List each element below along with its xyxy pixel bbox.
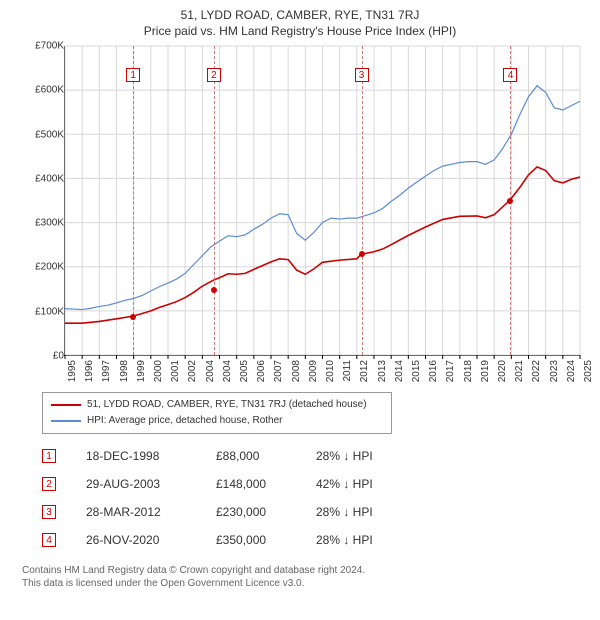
y-tick-label: £100K — [35, 306, 64, 317]
x-tick-label: 2006 — [256, 360, 267, 382]
sale-marker-line — [133, 46, 134, 355]
y-tick-label: £300K — [35, 218, 64, 229]
y-tick-label: £0 — [53, 351, 64, 362]
sale-marker-badge: 1 — [126, 68, 140, 82]
x-axis: 1995 1996 1997 1998 1999 2000 2001 2002 2004 2004… — [64, 358, 580, 388]
sales-row: 4 26-NOV-2020 £350,000 28% ↓ HPI — [42, 526, 590, 554]
x-tick-label: 1996 — [84, 360, 95, 382]
sales-row-date: 26-NOV-2020 — [86, 533, 186, 547]
x-tick-label: 2023 — [549, 360, 560, 382]
sales-row-date: 18-DEC-1998 — [86, 449, 186, 463]
sales-row: 3 28-MAR-2012 £230,000 28% ↓ HPI — [42, 498, 590, 526]
sales-row-delta: 28% ↓ HPI — [316, 533, 416, 547]
sales-row-badge: 4 — [42, 533, 56, 547]
x-tick-label: 2002 — [187, 360, 198, 382]
sales-table: 1 18-DEC-1998 £88,000 28% ↓ HPI 2 29-AUG-2003… — [42, 442, 590, 554]
x-tick-label: 2020 — [497, 360, 508, 382]
footer: Contains HM Land Registry data © Crown c… — [22, 564, 590, 590]
sale-marker-dot — [211, 287, 217, 293]
x-tick-label: 2021 — [514, 360, 525, 382]
chart-area: £0£100K£200K£300K£400K£500K£600K£700K 12… — [20, 46, 580, 386]
x-tick-label: 1999 — [136, 360, 147, 382]
x-tick-label: 2024 — [566, 360, 577, 382]
sales-row-badge: 2 — [42, 477, 56, 491]
y-tick-label: £500K — [35, 129, 64, 140]
sale-marker-dot — [130, 314, 136, 320]
sale-marker-badge: 4 — [503, 68, 517, 82]
legend-swatch — [51, 404, 81, 406]
x-tick-label: 2011 — [342, 360, 353, 382]
x-tick-label: 2018 — [463, 360, 474, 382]
sales-row: 2 29-AUG-2003 £148,000 42% ↓ HPI — [42, 470, 590, 498]
y-tick-label: £400K — [35, 173, 64, 184]
x-tick-label: 2004 — [205, 360, 216, 382]
plot: 1 2 3 4 — [64, 46, 580, 356]
x-tick-label: 2001 — [170, 360, 181, 382]
sales-row-badge: 3 — [42, 505, 56, 519]
x-tick-label: 2019 — [480, 360, 491, 382]
x-tick-label: 2000 — [153, 360, 164, 382]
legend-item: HPI: Average price, detached house, Roth… — [51, 413, 383, 429]
y-tick-label: £200K — [35, 262, 64, 273]
x-tick-label: 2005 — [239, 360, 250, 382]
y-axis: £0£100K£200K£300K£400K£500K£600K£700K — [20, 46, 64, 356]
chart-title: 51, LYDD ROAD, CAMBER, RYE, TN31 7RJ — [10, 8, 590, 22]
x-tick-label: 2010 — [325, 360, 336, 382]
legend-item: 51, LYDD ROAD, CAMBER, RYE, TN31 7RJ (de… — [51, 397, 383, 413]
x-tick-label: 2008 — [291, 360, 302, 382]
y-tick-label: £600K — [35, 85, 64, 96]
sales-row-price: £88,000 — [216, 449, 286, 463]
x-tick-label: 2016 — [428, 360, 439, 382]
sales-row-delta: 28% ↓ HPI — [316, 449, 416, 463]
sale-marker-dot — [359, 251, 365, 257]
footer-line-2: This data is licensed under the Open Gov… — [22, 577, 590, 590]
chart-subtitle: Price paid vs. HM Land Registry's House … — [10, 24, 590, 38]
sale-marker-badge: 3 — [355, 68, 369, 82]
legend-swatch — [51, 420, 81, 422]
sale-marker-line — [214, 46, 215, 355]
x-tick-label: 2007 — [273, 360, 284, 382]
x-tick-label: 1998 — [119, 360, 130, 382]
x-tick-label: 2014 — [394, 360, 405, 382]
y-tick-label: £700K — [35, 41, 64, 52]
sales-row-price: £350,000 — [216, 533, 286, 547]
legend: 51, LYDD ROAD, CAMBER, RYE, TN31 7RJ (de… — [42, 392, 392, 434]
sale-marker-dot — [507, 198, 513, 204]
sales-row-badge: 1 — [42, 449, 56, 463]
x-tick-label: 2009 — [308, 360, 319, 382]
sales-row-price: £148,000 — [216, 477, 286, 491]
sale-marker-line — [362, 46, 363, 355]
x-tick-label: 2022 — [531, 360, 542, 382]
sales-row-delta: 28% ↓ HPI — [316, 505, 416, 519]
sales-row-price: £230,000 — [216, 505, 286, 519]
sales-row-date: 28-MAR-2012 — [86, 505, 186, 519]
x-tick-label: 2004 — [222, 360, 233, 382]
sale-marker-badge: 2 — [207, 68, 221, 82]
x-tick-label: 2012 — [359, 360, 370, 382]
sales-row-date: 29-AUG-2003 — [86, 477, 186, 491]
x-tick-label: 2017 — [445, 360, 456, 382]
x-tick-label: 2015 — [411, 360, 422, 382]
x-tick-label: 2013 — [377, 360, 388, 382]
footer-line-1: Contains HM Land Registry data © Crown c… — [22, 564, 590, 577]
plot-svg — [65, 46, 580, 355]
legend-label: HPI: Average price, detached house, Roth… — [87, 413, 283, 429]
x-tick-label: 2025 — [583, 360, 594, 382]
sales-row-delta: 42% ↓ HPI — [316, 477, 416, 491]
sales-row: 1 18-DEC-1998 £88,000 28% ↓ HPI — [42, 442, 590, 470]
legend-label: 51, LYDD ROAD, CAMBER, RYE, TN31 7RJ (de… — [87, 397, 367, 413]
x-tick-label: 1997 — [101, 360, 112, 382]
x-tick-label: 1995 — [67, 360, 78, 382]
